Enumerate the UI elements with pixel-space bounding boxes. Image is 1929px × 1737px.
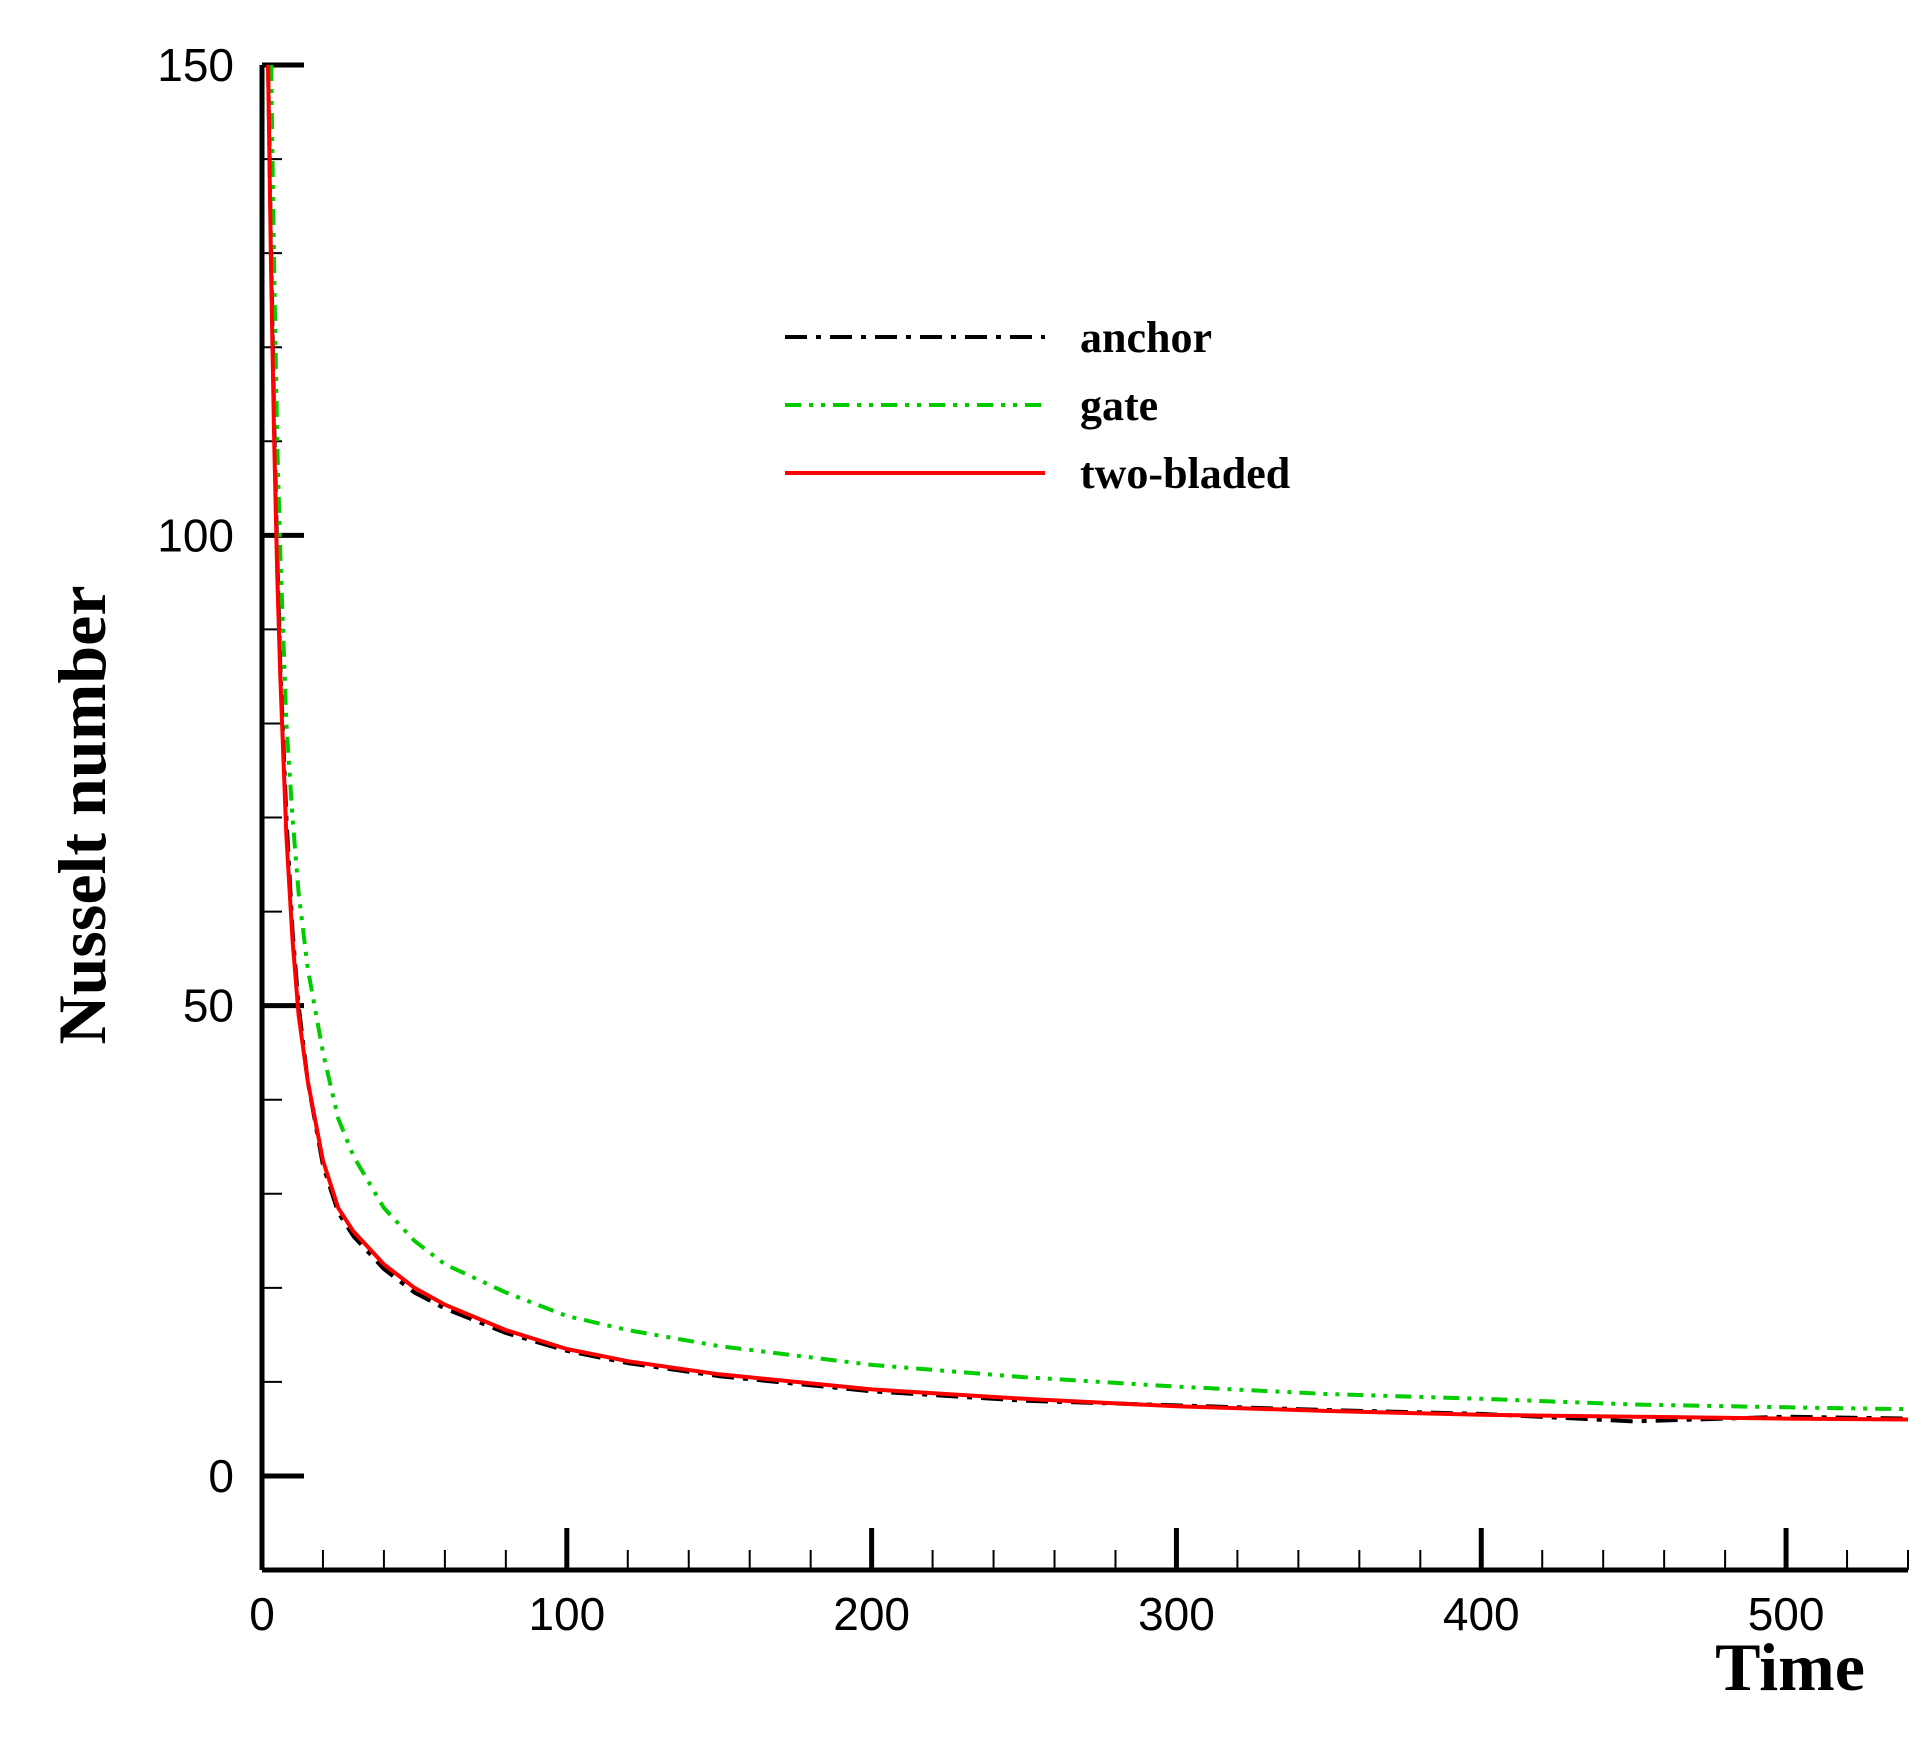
y-tick-label: 150: [157, 39, 234, 91]
x-axis-title: Time: [1715, 1629, 1865, 1705]
x-tick-label: 400: [1443, 1588, 1520, 1640]
series-line-gate: [269, 64, 1908, 1412]
x-tick-label: 0: [249, 1588, 275, 1640]
x-tick-label: 200: [833, 1588, 910, 1640]
y-tick-label: 100: [157, 509, 234, 561]
series-layer: [266, 64, 1908, 1424]
x-tick-label: 100: [528, 1588, 605, 1640]
x-tick-label: 500: [1748, 1588, 1825, 1640]
legend-label-gate: gate: [1080, 381, 1158, 430]
axes: [259, 62, 1909, 1573]
y-tick-label: 0: [208, 1450, 234, 1502]
legend-label-anchor: anchor: [1080, 313, 1212, 362]
y-axis-title: Nusselt number: [44, 585, 120, 1044]
labels: 0 100 200 300 400 500 0 50 100 150: [157, 39, 1824, 1640]
legend: anchor gate two-bladed: [785, 313, 1290, 498]
legend-label-two-bladed: two-bladed: [1080, 449, 1290, 498]
x-tick-label: 300: [1138, 1588, 1215, 1640]
y-tick-label: 50: [183, 980, 234, 1032]
series-line-two-bladed: [266, 64, 1908, 1422]
series-line-anchor: [266, 64, 1908, 1424]
